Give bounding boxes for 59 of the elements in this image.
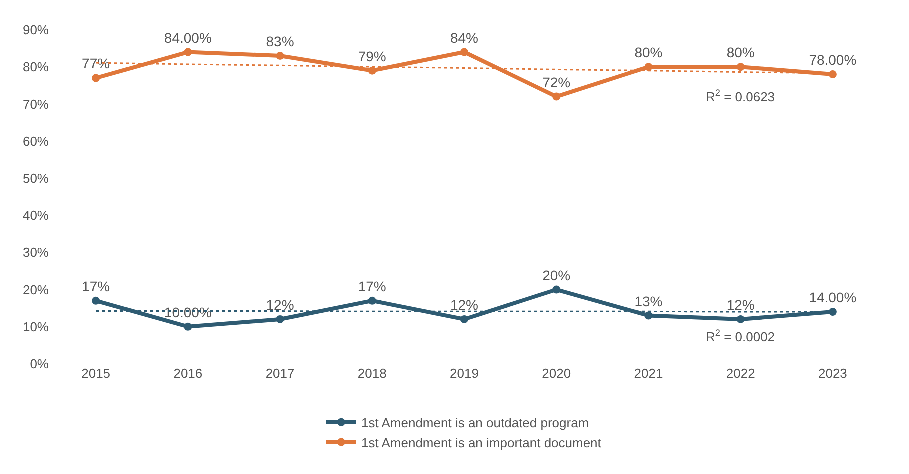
x-tick-label: 2015 — [82, 366, 111, 381]
point — [736, 315, 745, 324]
legend-label: 1st Amendment is an outdated program — [362, 415, 590, 430]
point — [552, 92, 561, 101]
x-tick-label: 2022 — [726, 366, 756, 381]
data-label: 13% — [634, 293, 663, 310]
point — [644, 312, 653, 320]
data-label: 79% — [358, 48, 386, 64]
data-label: 77% — [82, 56, 110, 72]
point — [368, 296, 376, 305]
data-label: 84% — [450, 30, 479, 46]
y-tick-label: 50% — [22, 170, 50, 186]
y-tick-label: 90% — [22, 22, 50, 38]
point — [460, 315, 468, 324]
data-label: 12% — [266, 296, 294, 313]
point — [92, 296, 100, 305]
point — [368, 66, 376, 75]
point — [276, 315, 284, 324]
point — [184, 322, 192, 331]
data-label: 72% — [542, 74, 571, 90]
data-label: 12% — [726, 296, 755, 313]
x-tick-label: 2017 — [266, 366, 295, 381]
x-tick-label: 2018 — [358, 366, 387, 381]
point — [828, 308, 837, 316]
x-tick-label: 2016 — [174, 366, 203, 381]
point — [644, 63, 653, 72]
x-tick-label: 2023 — [818, 366, 848, 381]
data-label: 84.00% — [164, 30, 212, 46]
y-tick-label: 60% — [22, 134, 50, 149]
data-label: 10.00% — [164, 304, 212, 320]
point — [828, 70, 837, 79]
y-tick-label: 30% — [22, 245, 50, 260]
y-tick-label: 0% — [30, 356, 50, 372]
point — [184, 48, 192, 56]
x-tick-label: 2019 — [450, 366, 479, 381]
point — [92, 74, 100, 82]
point — [736, 63, 745, 72]
y-tick-label: 80% — [22, 60, 50, 75]
legend-label: 1st Amendment is an important document — [362, 435, 602, 450]
x-tick-label: 2021 — [634, 366, 664, 381]
point — [276, 52, 284, 60]
annotation: R$^{2}$ = 0.0002 — [706, 328, 776, 344]
data-label: 14.00% — [809, 290, 857, 306]
data-label: 17% — [82, 278, 110, 294]
data-label: 20% — [542, 267, 571, 284]
y-tick-label: 20% — [22, 282, 50, 298]
point — [460, 48, 468, 56]
y-tick-label: 10% — [22, 319, 50, 334]
y-tick-label: 70% — [22, 96, 50, 112]
data-label: 83% — [266, 33, 294, 50]
y-tick-label: 40% — [22, 208, 50, 224]
annotation: R$^{2}$ = 0.0623 — [706, 88, 776, 104]
x-tick-label: 2020 — [542, 366, 572, 381]
data-label: 80% — [634, 44, 663, 61]
data-label: 78.00% — [809, 52, 857, 68]
data-label: 80% — [726, 44, 755, 61]
point — [552, 286, 561, 294]
data-label: 17% — [358, 278, 386, 294]
data-label: 12% — [450, 296, 479, 313]
